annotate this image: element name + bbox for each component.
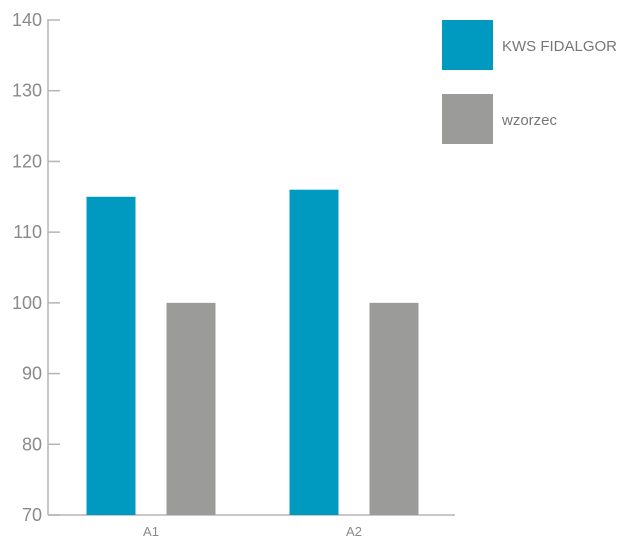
x-tick-label: A2: [346, 524, 362, 537]
chart-bars: [86, 189, 419, 516]
bar-a1-series-1: [86, 196, 136, 516]
y-tick-label: 140: [12, 10, 42, 30]
chart-legend: KWS FIDALGOR wzorzec: [442, 20, 617, 144]
x-axis-labels: A1 A2: [143, 524, 362, 537]
bar-a2-series-2: [369, 302, 419, 515]
y-tick-label: 70: [22, 505, 42, 525]
y-axis-ticks: 70 80 90 100 110 120 130 140: [12, 10, 60, 525]
legend-swatch-1: [442, 20, 493, 70]
legend-label-1: KWS FIDALGOR: [502, 38, 617, 55]
legend-label-2: wzorzec: [501, 112, 558, 129]
y-tick-label: 80: [22, 434, 42, 454]
bar-a2-series-1: [289, 189, 339, 515]
bar-a1-series-2: [166, 302, 216, 515]
x-tick-label: A1: [143, 524, 159, 537]
y-tick-label: 100: [12, 293, 42, 313]
y-tick-label: 110: [13, 222, 42, 242]
y-tick-label: 130: [12, 81, 42, 101]
y-tick-label: 90: [22, 364, 42, 384]
legend-swatch-2: [442, 94, 493, 144]
y-tick-label: 120: [12, 151, 42, 171]
